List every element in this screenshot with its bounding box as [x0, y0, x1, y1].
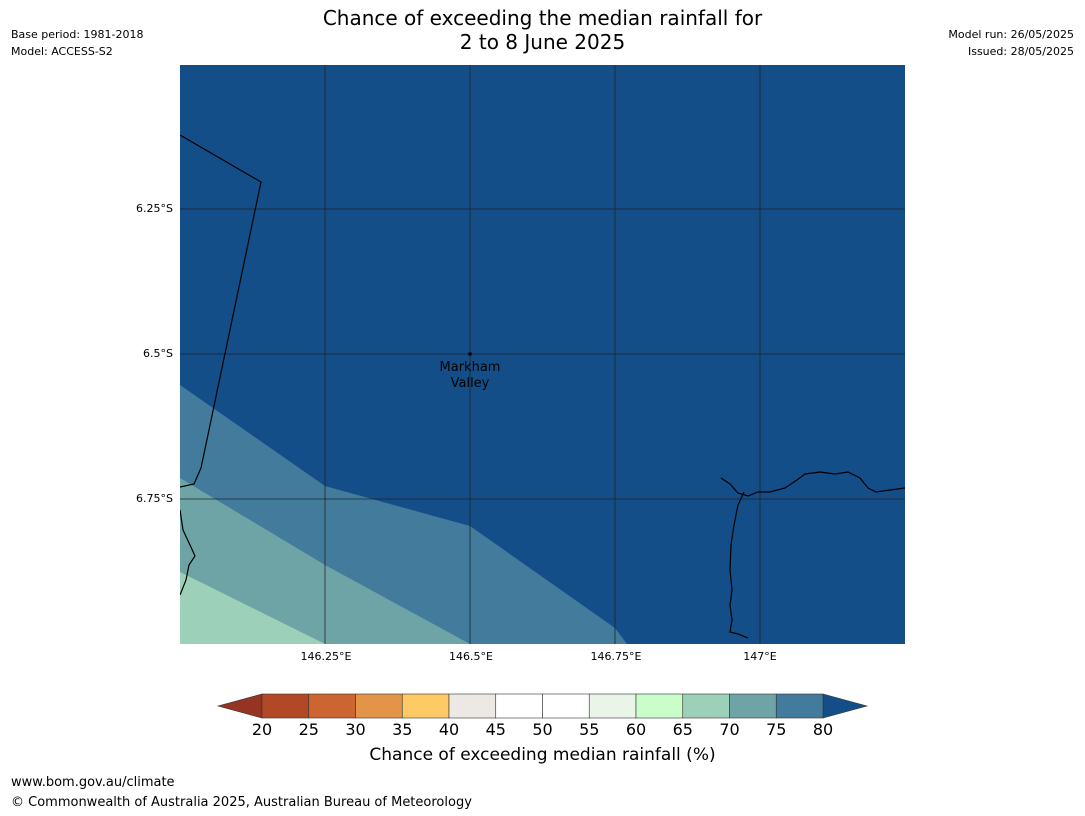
lon-label-146-75: 146.75°E	[590, 650, 642, 663]
colorbar-bin	[401, 693, 450, 719]
colorbar-bin	[308, 693, 356, 719]
coastline	[180, 134, 905, 639]
colorbar-over-arrow	[822, 693, 869, 719]
colorbar-bin	[542, 693, 590, 719]
zone-65-70	[180, 572, 325, 644]
colorbar-tick-label: 60	[625, 720, 647, 739]
colorbar-tick-label: 20	[251, 720, 273, 739]
colorbar-tick-label: 55	[579, 720, 600, 739]
gridlines	[180, 65, 905, 644]
base-period: Base period: 1981-2018	[11, 28, 144, 41]
issued-date: Issued: 28/05/2025	[967, 45, 1074, 58]
place-name-line-2: Valley	[450, 376, 490, 391]
colorbar-tick-label: 65	[672, 720, 693, 739]
colorbar-bin	[682, 693, 730, 719]
lat-label-6-75: 6.75°S	[136, 492, 173, 505]
zone-70-75	[180, 478, 470, 644]
colorbar-tick-label: 75	[766, 720, 787, 739]
colorbar-tick-label: 80	[812, 720, 834, 739]
meta-right: Model run: 26/05/2025 Issued: 28/05/2025	[948, 26, 1074, 60]
colorbar-tick-label: 30	[345, 720, 366, 739]
colorbar-tick-label: 45	[485, 720, 506, 739]
footer-copyright: © Commonwealth of Australia 2025, Austra…	[11, 795, 472, 810]
colorbar-bin	[635, 693, 684, 719]
colorbar-under-arrow	[216, 693, 263, 719]
colorbar-label: Chance of exceeding median rainfall (%)	[369, 745, 716, 765]
lon-label-147: 147°E	[743, 650, 777, 663]
lat-label-6-5: 6.5°S	[143, 347, 173, 360]
colorbar-tick-label: 25	[298, 720, 319, 739]
colorbar-bin	[729, 693, 777, 719]
model-run: Model run: 26/05/2025	[948, 28, 1074, 41]
footer-url[interactable]: www.bom.gov.au/climate	[11, 775, 175, 790]
colorbar-bin	[775, 693, 824, 719]
colorbar-bin	[588, 693, 637, 719]
place-name-line-1: Markham	[439, 360, 501, 375]
colorbar-tick-label: 40	[438, 720, 460, 739]
lon-label-146-25: 146.25°E	[300, 650, 352, 663]
colorbar-tick-label: 50	[532, 720, 553, 739]
meta-left: Base period: 1981-2018 Model: ACCESS-S2	[11, 26, 143, 60]
model-name: Model: ACCESS-S2	[11, 45, 113, 58]
colorbar-bin	[355, 693, 403, 719]
colorbar-bin	[448, 693, 497, 719]
colorbar-tick-label: 70	[719, 720, 740, 739]
map-title: Chance of exceeding the median rainfall …	[0, 6, 1085, 54]
colorbar-bin	[261, 693, 310, 719]
title-line-1: Chance of exceeding the median rainfall …	[322, 6, 763, 30]
place-marker	[468, 352, 472, 356]
colorbar	[216, 693, 869, 719]
title-line-2: 2 to 8 June 2025	[459, 30, 626, 54]
place-label-markham-valley: Markham Valley	[420, 360, 520, 392]
colorbar-tick-label: 35	[392, 720, 413, 739]
colorbar-bin	[495, 693, 543, 719]
lon-label-146-5: 146.5°E	[449, 650, 493, 663]
lat-label-6-25: 6.25°S	[136, 202, 173, 215]
